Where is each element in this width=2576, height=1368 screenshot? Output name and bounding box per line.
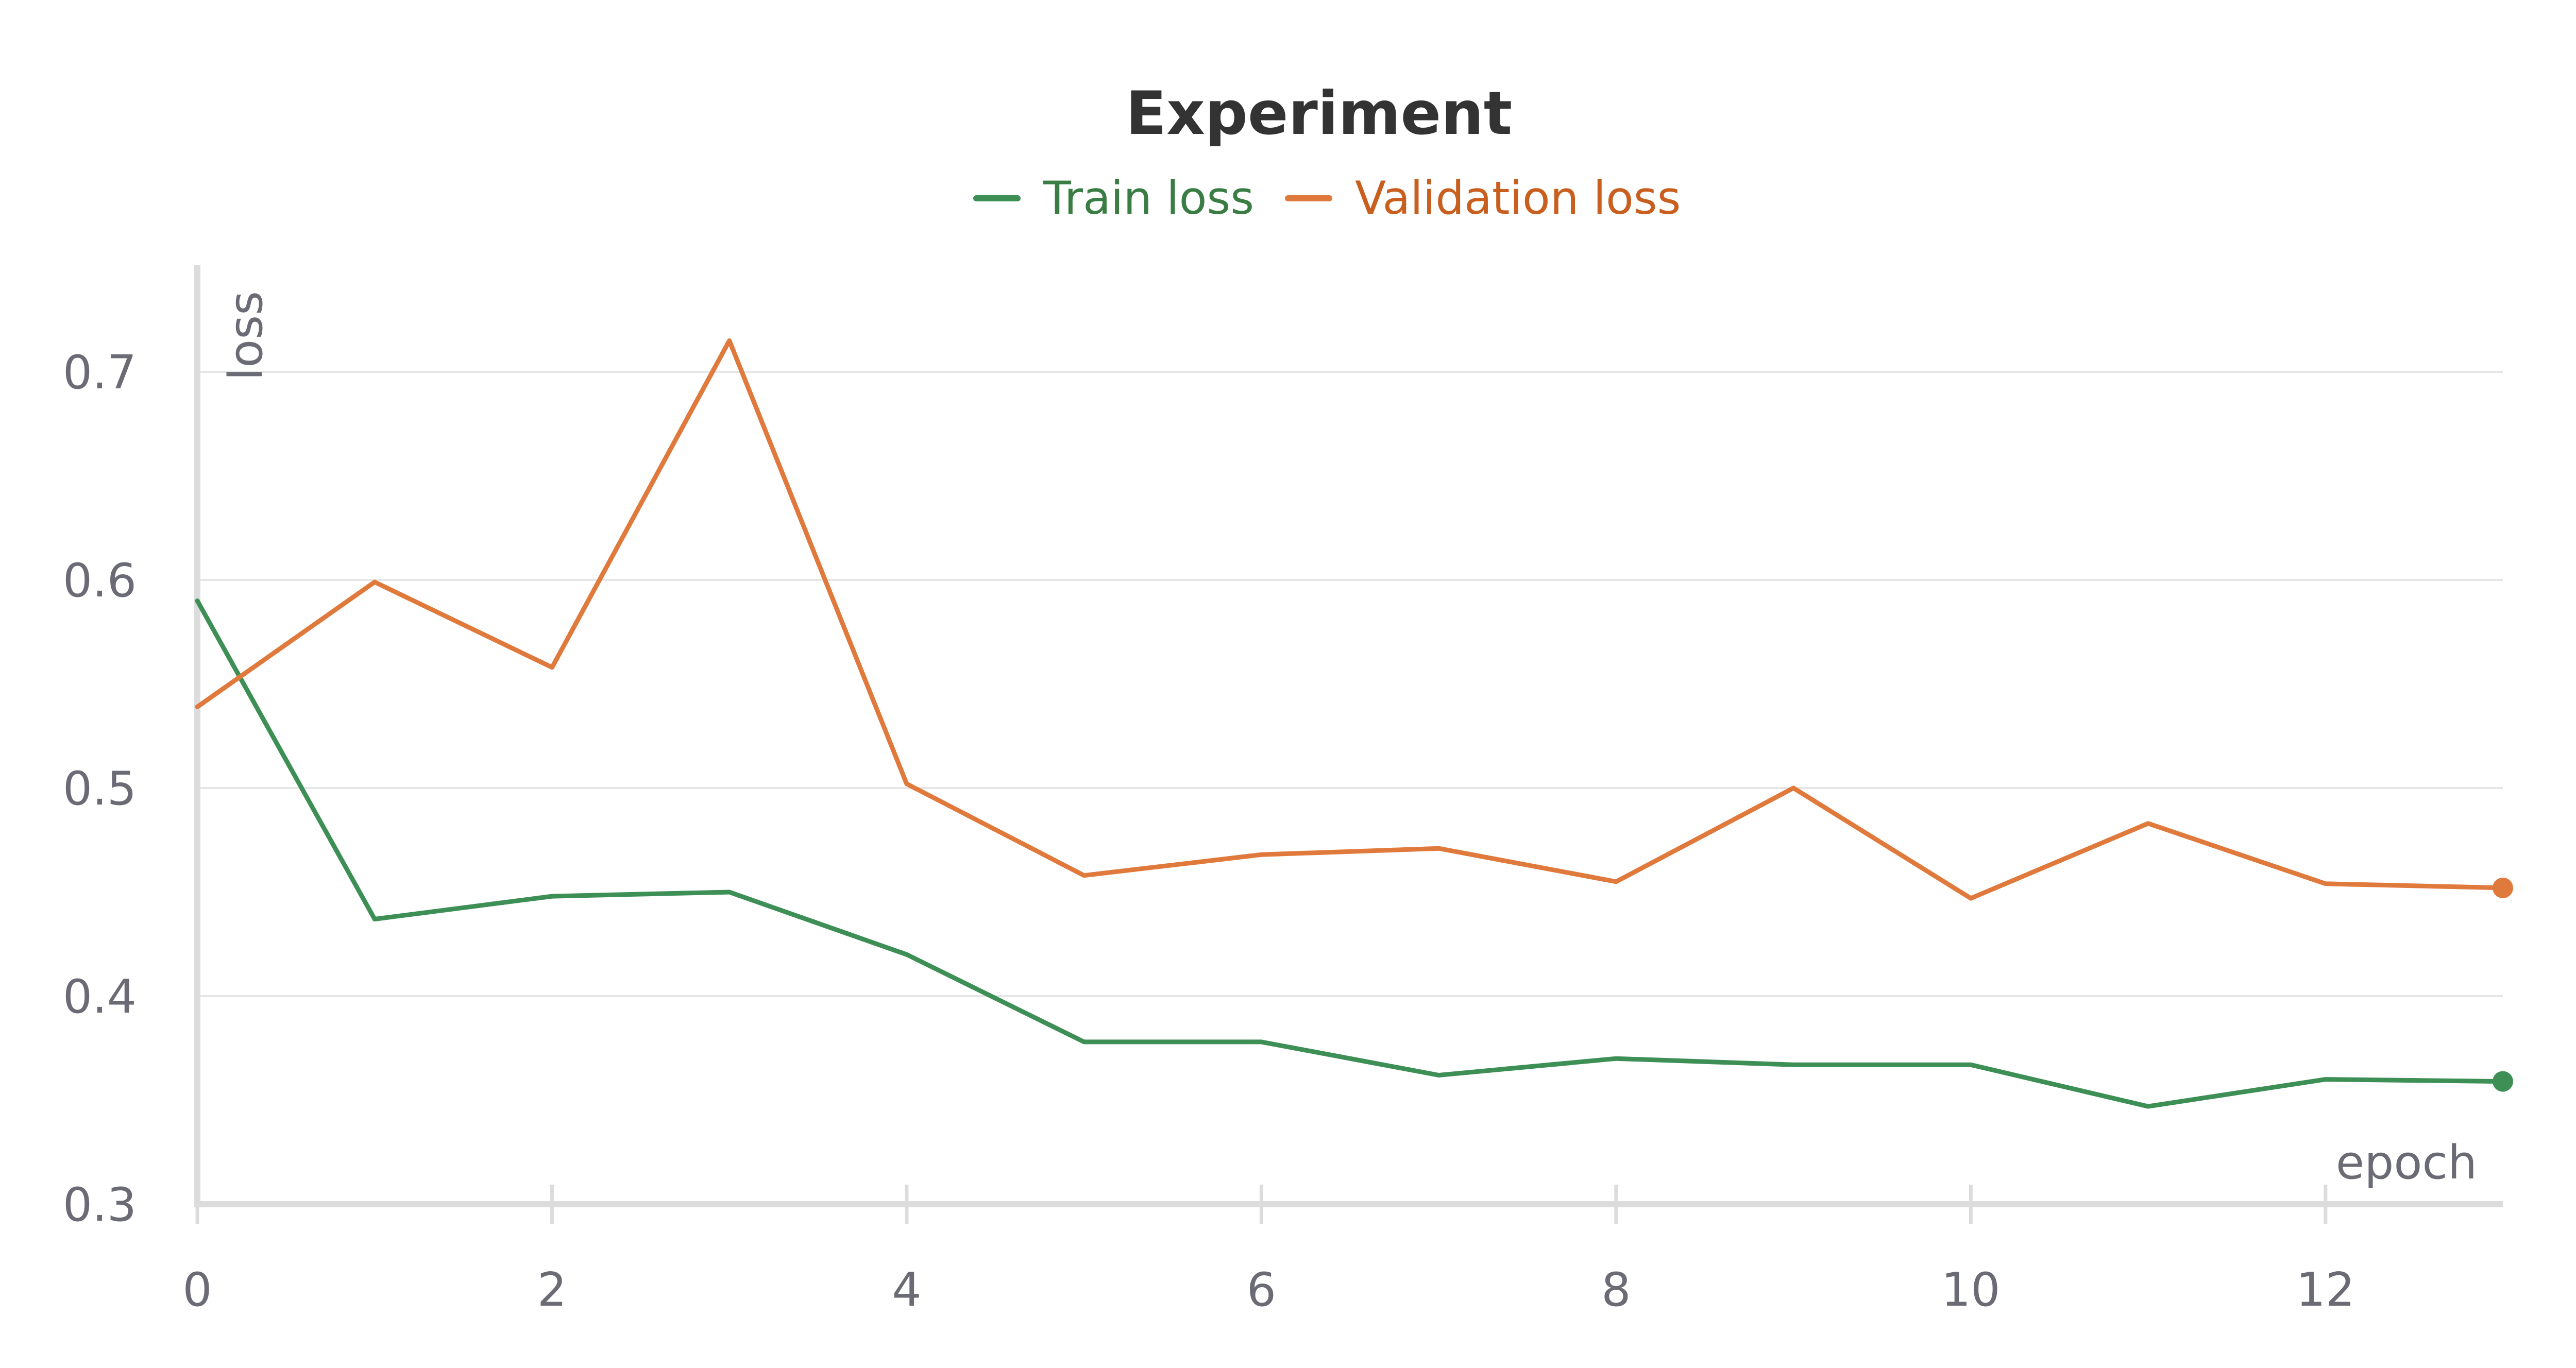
- series-group: [195, 338, 2513, 1109]
- legend: Train loss Validation loss: [973, 172, 1681, 225]
- x-tick-label: 8: [1601, 1263, 1631, 1317]
- legend-label-validation-loss: Validation loss: [1355, 172, 1681, 225]
- y-tick-label: 0.7: [63, 346, 137, 400]
- y-axis-label: loss: [219, 291, 273, 381]
- chart-title: Experiment: [1126, 79, 1512, 148]
- y-tick-label: 0.6: [63, 554, 137, 608]
- x-tick-label: 0: [182, 1263, 212, 1317]
- validation-loss-end-marker: [2493, 877, 2513, 898]
- x-tick-label: 2: [537, 1263, 567, 1317]
- x-tick-label: 6: [1247, 1263, 1276, 1317]
- x-tick-label: 4: [892, 1263, 921, 1317]
- x-tick-label: 10: [1941, 1263, 2001, 1317]
- x-axis-label: epoch: [2336, 1136, 2477, 1190]
- train-loss-line: [195, 598, 2505, 1109]
- y-tick-label: 0.4: [63, 970, 137, 1024]
- y-tick-label: 0.5: [63, 762, 137, 816]
- gridlines: [197, 371, 2503, 997]
- validation-loss-line: [195, 338, 2505, 901]
- y-tick-label: 0.3: [63, 1178, 137, 1232]
- y-axis-ticks: 0.3 0.4 0.5 0.6 0.7: [63, 346, 137, 1232]
- train-loss-end-marker: [2493, 1071, 2513, 1092]
- legend-label-train-loss: Train loss: [1043, 172, 1254, 225]
- x-axis-ticks: 0 2 4 6 8 10 12: [182, 1185, 2355, 1317]
- x-tick-label: 12: [2296, 1263, 2355, 1317]
